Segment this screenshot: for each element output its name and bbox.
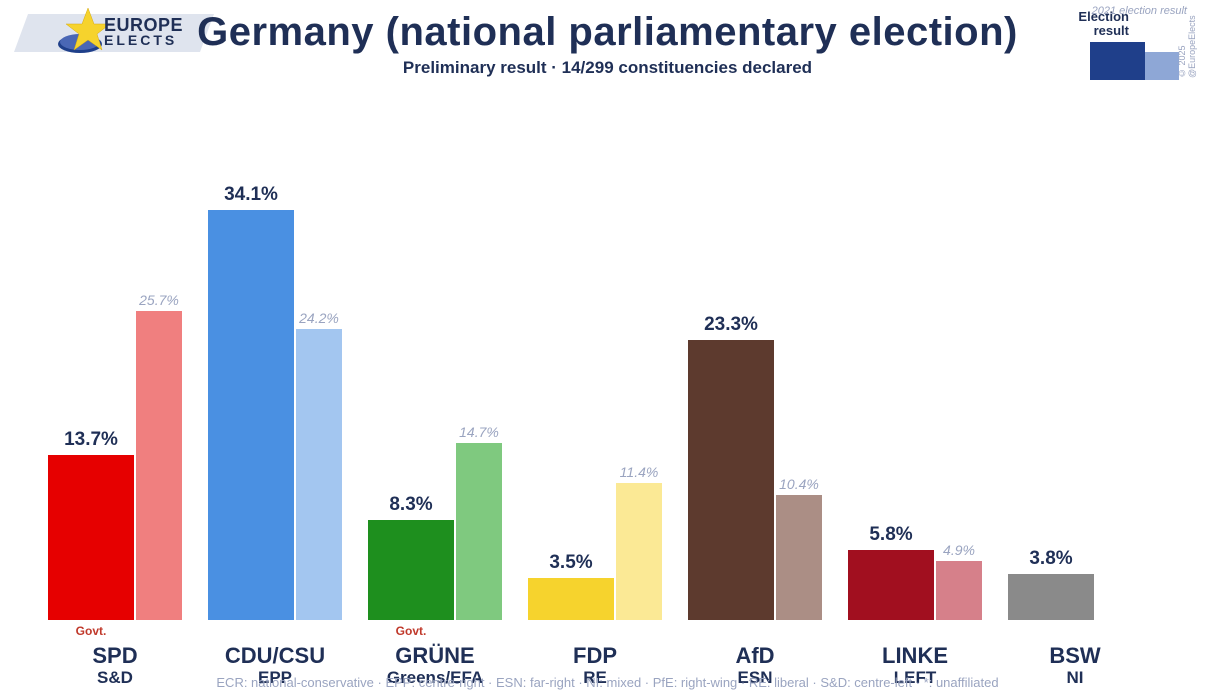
previous-result-value: 11.4% bbox=[616, 464, 662, 480]
current-result-value: 3.5% bbox=[528, 552, 614, 574]
govt-marker: Govt. bbox=[368, 624, 454, 638]
party-short-name: AfD bbox=[675, 643, 835, 668]
current-result-bar bbox=[688, 340, 774, 620]
previous-result-value: 14.7% bbox=[456, 424, 502, 440]
previous-result-bar bbox=[136, 311, 182, 620]
legend-previous-label: 2021 election result bbox=[1092, 6, 1187, 18]
legend: Election result 2021 election result © 2… bbox=[1053, 6, 1203, 86]
current-result-bar bbox=[368, 520, 454, 620]
glossary-footer: ECR: national-conservative · EPP: centre… bbox=[0, 675, 1215, 690]
party-short-name: FDP bbox=[515, 643, 675, 668]
chart-canvas: EUROPE ELECTS Germany (national parliame… bbox=[0, 0, 1215, 700]
legend-current-swatch bbox=[1090, 42, 1145, 80]
party-short-name: SPD bbox=[35, 643, 195, 668]
copyright-text: © 2025 @EuropeElects bbox=[1177, 6, 1197, 78]
current-result-value: 5.8% bbox=[848, 524, 934, 546]
previous-result-value: 10.4% bbox=[776, 476, 822, 492]
previous-result-value: 4.9% bbox=[936, 542, 982, 558]
current-result-value: 34.1% bbox=[208, 184, 294, 206]
current-result-value: 8.3% bbox=[368, 494, 454, 516]
current-result-bar bbox=[208, 210, 294, 620]
previous-result-value: 25.7% bbox=[136, 292, 182, 308]
previous-result-bar bbox=[616, 483, 662, 620]
party-short-name: CDU/CSU bbox=[195, 643, 355, 668]
current-result-value: 13.7% bbox=[48, 429, 134, 451]
party-short-name: BSW bbox=[995, 643, 1155, 668]
party-short-name: LINKE bbox=[835, 643, 995, 668]
current-result-bar bbox=[1008, 574, 1094, 620]
previous-result-value: 24.2% bbox=[296, 310, 342, 326]
current-result-bar bbox=[528, 578, 614, 620]
current-result-bar bbox=[48, 455, 134, 620]
chart-title: Germany (national parliamentary election… bbox=[0, 10, 1215, 55]
govt-marker: Govt. bbox=[48, 624, 134, 638]
current-result-value: 23.3% bbox=[688, 314, 774, 336]
previous-result-bar bbox=[456, 443, 502, 620]
current-result-bar bbox=[848, 550, 934, 620]
legend-previous-swatch bbox=[1145, 52, 1179, 80]
current-result-value: 3.8% bbox=[1008, 548, 1094, 570]
previous-result-bar bbox=[936, 561, 982, 620]
bar-chart-area: 13.7%25.7%Govt.SPDS&D34.1%24.2%CDU/CSUEP… bbox=[40, 100, 1175, 620]
chart-subtitle: Preliminary result · 14/299 constituenci… bbox=[0, 58, 1215, 78]
previous-result-bar bbox=[776, 495, 822, 620]
previous-result-bar bbox=[296, 329, 342, 620]
party-short-name: GRÜNE bbox=[355, 643, 515, 668]
